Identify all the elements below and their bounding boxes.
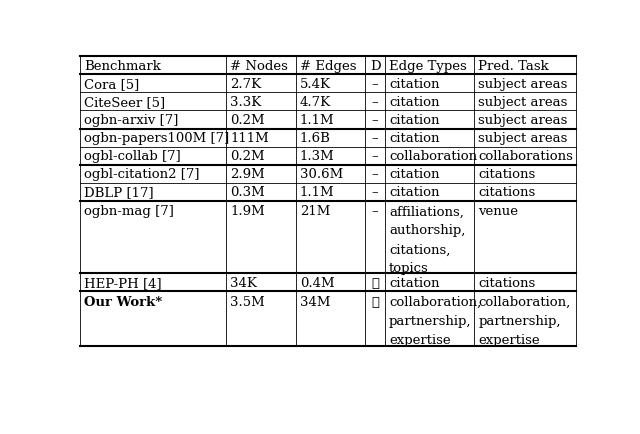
Text: citation: citation: [389, 78, 440, 91]
Text: # Nodes: # Nodes: [230, 59, 288, 72]
Text: 3.3K: 3.3K: [230, 96, 262, 108]
Text: citation: citation: [389, 186, 440, 199]
Text: citation: citation: [389, 96, 440, 108]
Text: CiteSeer [5]: CiteSeer [5]: [84, 96, 165, 108]
Text: # Edges: # Edges: [300, 59, 356, 72]
Text: subject areas: subject areas: [478, 96, 568, 108]
Text: 30.6M: 30.6M: [300, 168, 343, 181]
Text: 111M: 111M: [230, 132, 269, 145]
Text: citations: citations: [478, 276, 536, 289]
Text: ogbl-collab [7]: ogbl-collab [7]: [84, 150, 180, 163]
Text: –: –: [372, 205, 378, 218]
Text: ogbn-papers100M [7]: ogbn-papers100M [7]: [84, 132, 229, 145]
Text: subject areas: subject areas: [478, 114, 568, 127]
Text: Edge Types: Edge Types: [389, 59, 467, 72]
Text: 0.2M: 0.2M: [230, 114, 265, 127]
Text: 1.1M: 1.1M: [300, 186, 334, 199]
Text: 0.2M: 0.2M: [230, 150, 265, 163]
Text: Pred. Task: Pred. Task: [478, 59, 549, 72]
Text: citation: citation: [389, 276, 440, 289]
Text: 1.1M: 1.1M: [300, 114, 334, 127]
Text: –: –: [372, 186, 378, 199]
Text: 1.9M: 1.9M: [230, 205, 265, 218]
Text: –: –: [372, 132, 378, 145]
Text: 2.9M: 2.9M: [230, 168, 265, 181]
Text: ✓: ✓: [371, 276, 379, 289]
Text: –: –: [372, 114, 378, 127]
Text: 34K: 34K: [230, 276, 257, 289]
Text: subject areas: subject areas: [478, 78, 568, 91]
Text: ogbn-arxiv [7]: ogbn-arxiv [7]: [84, 114, 179, 127]
Text: venue: venue: [478, 205, 518, 218]
Text: –: –: [372, 150, 378, 163]
Text: 3.5M: 3.5M: [230, 295, 265, 308]
Text: HEP-PH [4]: HEP-PH [4]: [84, 276, 161, 289]
Text: 34M: 34M: [300, 295, 330, 308]
Text: citations: citations: [478, 168, 536, 181]
Text: collaboration,
partnership,
expertise: collaboration, partnership, expertise: [389, 295, 481, 346]
Text: collaboration: collaboration: [389, 150, 477, 163]
Text: Benchmark: Benchmark: [84, 59, 161, 72]
Text: 1.3M: 1.3M: [300, 150, 335, 163]
Text: –: –: [372, 96, 378, 108]
Text: citation: citation: [389, 132, 440, 145]
Text: 5.4K: 5.4K: [300, 78, 331, 91]
Text: Cora [5]: Cora [5]: [84, 78, 140, 91]
Text: subject areas: subject areas: [478, 132, 568, 145]
Text: –: –: [372, 78, 378, 91]
Text: DBLP [17]: DBLP [17]: [84, 186, 154, 199]
Text: D: D: [370, 59, 380, 72]
Text: collaborations: collaborations: [478, 150, 573, 163]
Text: 2.7K: 2.7K: [230, 78, 261, 91]
Text: ogbl-citation2 [7]: ogbl-citation2 [7]: [84, 168, 200, 181]
Text: 1.6B: 1.6B: [300, 132, 331, 145]
Text: Our Work*: Our Work*: [84, 295, 162, 308]
Text: ✓: ✓: [371, 295, 379, 308]
Text: affiliations,
authorship,
citations,
topics: affiliations, authorship, citations, top…: [389, 205, 465, 275]
Text: –: –: [372, 168, 378, 181]
Text: 0.3M: 0.3M: [230, 186, 265, 199]
Text: citation: citation: [389, 114, 440, 127]
Text: citations: citations: [478, 186, 536, 199]
Text: ogbn-mag [7]: ogbn-mag [7]: [84, 205, 174, 218]
Text: collaboration,
partnership,
expertise: collaboration, partnership, expertise: [478, 295, 570, 346]
Text: 4.7K: 4.7K: [300, 96, 331, 108]
Text: 0.4M: 0.4M: [300, 276, 334, 289]
Text: citation: citation: [389, 168, 440, 181]
Text: 21M: 21M: [300, 205, 330, 218]
